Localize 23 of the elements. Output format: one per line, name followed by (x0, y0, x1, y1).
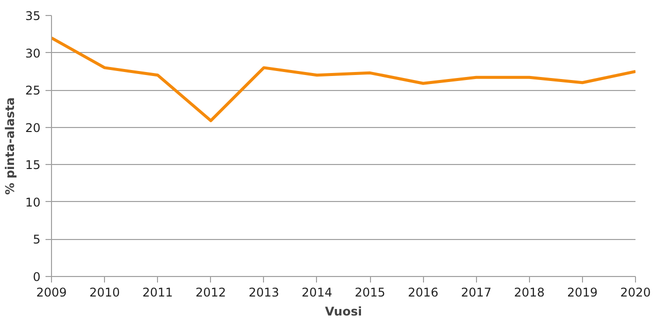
x-tick-label: 2016 (408, 286, 438, 300)
x-tick-label: 2017 (460, 286, 492, 300)
y-axis-title: % pinta-alasta (3, 97, 18, 195)
x-tick-label: 2019 (567, 286, 598, 300)
y-tick-label: 30 (25, 46, 41, 60)
x-tick-label: 2020 (620, 286, 651, 300)
y-tick-label: 0 (32, 270, 41, 284)
y-tick-label: 20 (25, 120, 41, 135)
y-tick-label: 25 (25, 84, 41, 98)
x-tick-label: 2014 (302, 286, 332, 300)
x-tick-label: 2010 (89, 286, 120, 300)
x-tick-label: 2018 (514, 286, 545, 300)
y-tick-label: 15 (25, 158, 41, 172)
x-tick-label: 2012 (196, 286, 226, 300)
x-tick-label: 2013 (248, 286, 280, 300)
y-tick-label: 5 (32, 232, 41, 247)
x-tick-label: 2011 (142, 286, 173, 300)
line-series (52, 36, 636, 122)
x-tick-label: 2009 (36, 286, 67, 300)
y-tick-label: 10 (25, 195, 41, 210)
y-tick-label: 35 (25, 9, 41, 23)
x-axis-title: Vuosi (325, 304, 362, 318)
x-tick-label: 2015 (354, 286, 386, 300)
